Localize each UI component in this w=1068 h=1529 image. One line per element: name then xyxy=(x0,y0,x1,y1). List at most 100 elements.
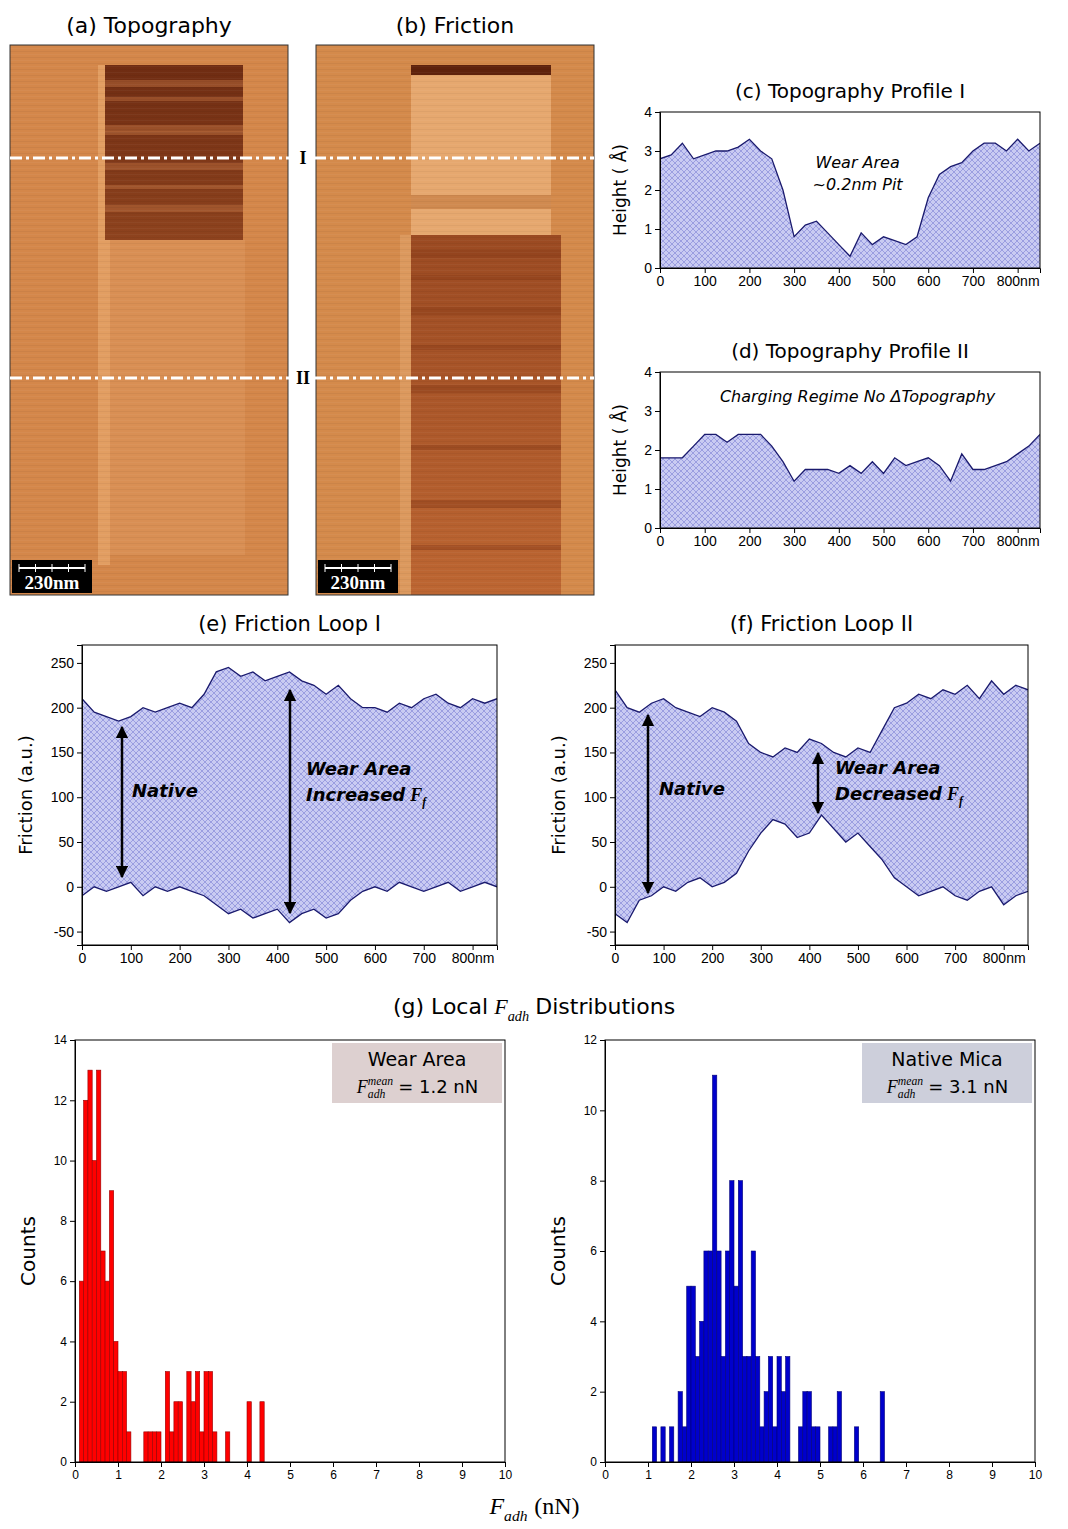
panel-title: (e) Friction Loop I xyxy=(198,612,381,636)
tick-label: 200 xyxy=(701,950,725,966)
bar xyxy=(661,1427,665,1462)
tick: 500 xyxy=(872,528,896,549)
texture xyxy=(316,504,594,505)
tick-mark xyxy=(419,1462,420,1467)
tick: 250 xyxy=(584,655,615,671)
texture xyxy=(316,57,594,58)
tick-label: 50 xyxy=(58,834,74,850)
texture xyxy=(10,231,288,232)
tick-label: 2 xyxy=(590,1385,597,1399)
panel-title: (f) Friction Loop II xyxy=(730,612,913,636)
inset-mean-part: adh xyxy=(898,1088,916,1101)
texture xyxy=(10,369,288,370)
texture xyxy=(316,360,594,361)
section-title-part: Distributions xyxy=(535,994,675,1019)
bar xyxy=(730,1181,734,1462)
scale-bar-tick xyxy=(341,564,342,572)
plot-frame xyxy=(660,372,1040,528)
texture xyxy=(316,186,594,187)
tick: 100 xyxy=(694,528,718,549)
texture xyxy=(316,171,594,172)
texture xyxy=(316,162,594,163)
tick-label: 8 xyxy=(946,1468,953,1482)
tick: 0 xyxy=(72,1462,79,1482)
texture xyxy=(316,417,594,418)
texture xyxy=(316,348,594,349)
panel-title: (c) Topography Profile I xyxy=(735,79,965,103)
texture xyxy=(316,453,594,454)
texture xyxy=(10,423,288,424)
tick-label: 8 xyxy=(416,1468,423,1482)
panel-title: (d) Topography Profile II xyxy=(731,339,969,363)
texture xyxy=(316,363,594,364)
axis-title: Fadh(nN) xyxy=(488,1493,579,1524)
texture xyxy=(10,381,288,382)
axis-title-part: F xyxy=(488,1493,504,1519)
texture xyxy=(316,477,594,478)
texture xyxy=(10,510,288,511)
texture xyxy=(316,213,594,214)
tick-label: 6 xyxy=(860,1468,867,1482)
scale-bar: 230nm xyxy=(12,560,92,593)
texture xyxy=(316,255,594,256)
texture xyxy=(316,210,594,211)
tick-label: 100 xyxy=(652,950,676,966)
panel: 0100200300400500600700800nm-500501001502… xyxy=(15,612,498,966)
tick-label: 3 xyxy=(644,403,652,419)
texture xyxy=(316,426,594,427)
texture xyxy=(10,249,288,250)
tick-label: 2 xyxy=(688,1468,695,1482)
texture xyxy=(10,426,288,427)
texture xyxy=(10,396,288,397)
texture xyxy=(10,270,288,271)
axis-title: Friction (a.u.) xyxy=(548,735,569,854)
tick: 0 xyxy=(79,945,87,966)
texture xyxy=(316,189,594,190)
texture xyxy=(316,444,594,445)
texture xyxy=(10,348,288,349)
tick: 800nm xyxy=(997,268,1040,289)
texture xyxy=(316,252,594,253)
texture xyxy=(10,105,288,106)
texture xyxy=(316,222,594,223)
tick-label: 100 xyxy=(584,789,608,805)
tick-mark xyxy=(290,1462,291,1467)
texture xyxy=(10,234,288,235)
texture xyxy=(316,51,594,52)
tick: 700 xyxy=(962,268,986,289)
figure: 230nm(a) Topography230nm(b) FrictionIII0… xyxy=(0,0,1068,1529)
tick-mark xyxy=(610,752,615,753)
x-axis: 0100200300400500600700800nm xyxy=(612,945,1029,966)
texture xyxy=(10,441,288,442)
texture xyxy=(316,129,594,130)
tick: 0 xyxy=(644,520,660,536)
bar xyxy=(880,1392,884,1462)
tick-label: 400 xyxy=(828,273,852,289)
tick-label: 5 xyxy=(817,1468,824,1482)
bar xyxy=(247,1402,251,1462)
bar xyxy=(768,1357,772,1463)
x-axis: 0100200300400500600700800nm xyxy=(657,268,1041,289)
tick: 7 xyxy=(903,1462,910,1482)
texture xyxy=(316,414,594,415)
panel-title: (a) Topography xyxy=(66,13,232,38)
scale-bar-tick xyxy=(52,564,53,572)
texture xyxy=(316,225,594,226)
tick-mark xyxy=(610,842,615,843)
texture xyxy=(10,153,288,154)
tick-mark xyxy=(77,797,82,798)
tick: 200 xyxy=(738,528,762,549)
texture xyxy=(10,240,288,241)
annotation: Charging Regime No ΔTopography xyxy=(720,387,996,406)
bar xyxy=(747,1357,751,1463)
texture xyxy=(316,306,594,307)
texture xyxy=(316,219,594,220)
texture xyxy=(316,72,594,73)
texture xyxy=(316,108,594,109)
texture xyxy=(316,345,594,346)
tick: 200 xyxy=(738,268,762,289)
tick-mark xyxy=(734,1462,735,1467)
texture xyxy=(10,168,288,169)
tick-mark xyxy=(655,112,660,113)
texture xyxy=(10,486,288,487)
